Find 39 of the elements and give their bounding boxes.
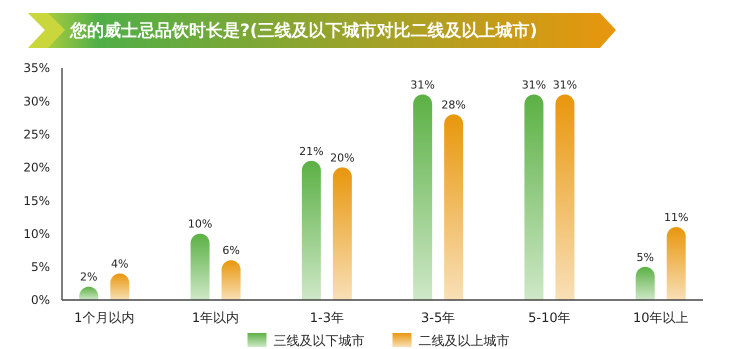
x-tick-label: 3-5年: [421, 311, 456, 326]
bar: [636, 266, 655, 300]
bar: [413, 94, 432, 300]
legend-label: 三线及以下城市: [274, 334, 364, 349]
bar: [302, 160, 321, 300]
bar: [222, 260, 241, 300]
data-label: 4%: [111, 257, 129, 270]
y-tick-label: 30%: [23, 94, 50, 108]
data-label: 11%: [664, 211, 688, 224]
bar: [555, 94, 574, 300]
bar: [190, 234, 210, 300]
y-tick-label: 35%: [23, 61, 50, 76]
x-tick-label: 5-10年: [528, 311, 571, 326]
y-tick-label: 5%: [30, 260, 50, 274]
bar: [444, 114, 464, 300]
x-tick-label: 10年以上: [632, 311, 688, 326]
data-label: 20%: [330, 151, 355, 164]
y-tick-label: 10%: [23, 226, 50, 241]
chart-title: 您的威士忌品饮时长是?(三线及以下城市对比二线及以上城市): [69, 21, 538, 41]
data-label: 10%: [188, 218, 212, 231]
data-label: 21%: [299, 144, 324, 158]
bar: [524, 94, 544, 300]
bar: [332, 167, 352, 300]
data-label: 31%: [522, 78, 546, 92]
y-tick-label: 25%: [23, 127, 50, 142]
y-tick-label: 20%: [23, 160, 50, 175]
data-label: 31%: [410, 78, 435, 92]
data-label: 31%: [552, 78, 578, 92]
data-label: 28%: [441, 98, 466, 112]
data-label: 5%: [636, 250, 654, 264]
x-tick-label: 1年以内: [192, 311, 240, 326]
x-tick-label: 1个月以内: [74, 311, 134, 326]
data-label: 2%: [80, 270, 98, 284]
legend-label: 二线及以上城市: [418, 334, 510, 349]
y-tick-label: 15%: [23, 194, 50, 208]
x-tick-label: 1-3年: [310, 311, 344, 326]
data-label: 6%: [222, 244, 240, 258]
bar: [666, 227, 686, 300]
y-tick-label: 0%: [30, 293, 50, 308]
